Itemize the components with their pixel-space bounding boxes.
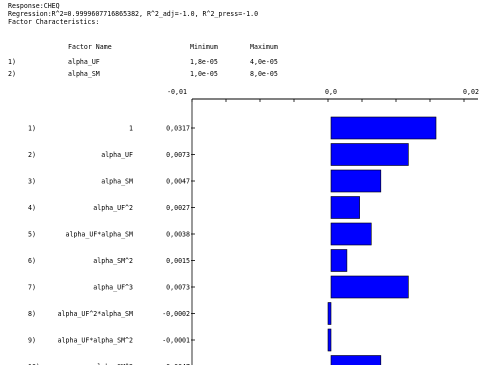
bar bbox=[330, 169, 382, 193]
row-index: 7) bbox=[28, 284, 36, 292]
bar bbox=[330, 355, 382, 365]
row-index: 2) bbox=[28, 151, 36, 159]
factor-row-index: 1) bbox=[8, 58, 16, 66]
bar bbox=[330, 275, 409, 299]
axis-tick-label: 0,02 bbox=[463, 88, 479, 96]
row-factor-label: alpha_UF^3 bbox=[93, 284, 133, 292]
axis-tick-label: 0,0 bbox=[325, 88, 337, 96]
response-label: Response:CHEQ bbox=[8, 2, 60, 10]
row-factor-label: alpha_SM bbox=[101, 178, 133, 186]
row-index: 10) bbox=[28, 363, 40, 365]
factor-table-header-max: Maximum bbox=[250, 43, 278, 51]
bar bbox=[330, 143, 409, 166]
row-value-label: 0,0047 bbox=[166, 178, 190, 186]
row-factor-label: alpha_UF*alpha_SM^2 bbox=[58, 337, 133, 345]
factor-row-max: 4,0e-05 bbox=[250, 58, 278, 66]
row-index: 3) bbox=[28, 178, 36, 186]
factor-row-max: 8,0e-05 bbox=[250, 70, 278, 78]
row-value-label: 0,0047 bbox=[166, 363, 190, 365]
factor-row-name: alpha_UF bbox=[68, 58, 100, 66]
row-value-label: -0,0001 bbox=[162, 337, 190, 345]
factor-row-index: 2) bbox=[8, 70, 16, 78]
bar bbox=[330, 196, 360, 219]
row-value-label: 0,0015 bbox=[166, 257, 190, 265]
row-value-label: 0,0038 bbox=[166, 231, 190, 239]
row-factor-label: alpha_SM^3 bbox=[93, 363, 133, 365]
bar bbox=[327, 328, 332, 352]
factor-row-name: alpha_SM bbox=[68, 70, 100, 78]
axis-tick-label: -0,01 bbox=[167, 88, 187, 96]
row-value-label: 0,0073 bbox=[166, 284, 190, 292]
factor-row-min: 1,0e-05 bbox=[190, 70, 218, 78]
factor-row-min: 1,8e-05 bbox=[190, 58, 218, 66]
factor-table-header-name: Factor Name bbox=[68, 43, 112, 51]
row-factor-label: alpha_UF*alpha_SM bbox=[66, 231, 134, 239]
row-factor-label: alpha_SM^2 bbox=[93, 257, 133, 265]
bar bbox=[330, 116, 437, 140]
row-factor-label: alpha_UF^2*alpha_SM bbox=[58, 310, 133, 318]
row-value-label: 0,0317 bbox=[166, 125, 190, 133]
factor-table-header-min: Minimum bbox=[190, 43, 218, 51]
regression-label: Regression:R^2=0.9999607716865382, R^2_a… bbox=[8, 10, 259, 18]
row-value-label: 0,0027 bbox=[166, 204, 190, 212]
row-index: 8) bbox=[28, 310, 36, 318]
row-value-label: 0,0073 bbox=[166, 151, 190, 159]
row-index: 9) bbox=[28, 337, 36, 345]
row-index: 6) bbox=[28, 257, 36, 265]
row-value-label: -0,0002 bbox=[162, 310, 190, 318]
row-index: 1) bbox=[28, 125, 36, 133]
row-index: 4) bbox=[28, 204, 36, 212]
bar bbox=[327, 302, 332, 325]
bar bbox=[330, 249, 348, 272]
bar bbox=[330, 222, 372, 246]
row-index: 5) bbox=[28, 231, 36, 239]
row-factor-label: alpha_UF^2 bbox=[93, 204, 133, 212]
factor-characteristics-label: Factor Characteristics: bbox=[8, 18, 100, 26]
row-factor-label: alpha_UF bbox=[101, 151, 133, 159]
row-factor-label: 1 bbox=[129, 125, 133, 133]
